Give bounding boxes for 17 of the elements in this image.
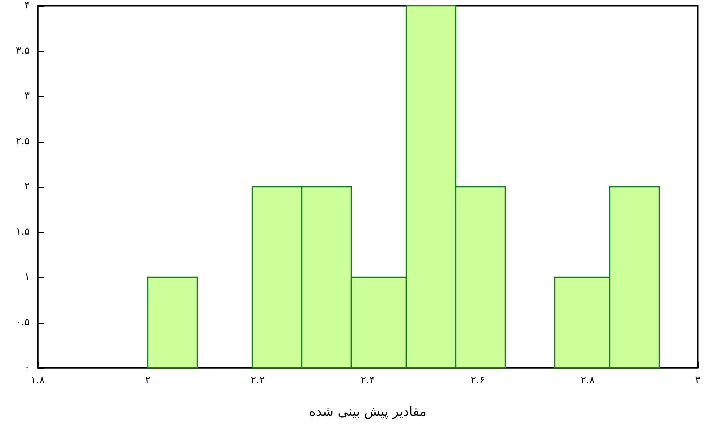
y-tick-label: ۲.۵ bbox=[16, 136, 30, 148]
y-tick-label: ۳ bbox=[24, 91, 31, 102]
y-tick-label: ۳.۵ bbox=[16, 46, 30, 57]
x-axis-title: مقادیر پیش بینی شده bbox=[309, 405, 427, 420]
x-tick-label: ۲.۸ bbox=[581, 376, 596, 386]
y-tick-label: ۱ bbox=[24, 272, 30, 283]
y-tick-label: ۲ bbox=[24, 182, 30, 192]
y-tick-label: ۰ bbox=[24, 362, 30, 374]
x-tick-label: ۲.۲ bbox=[251, 376, 265, 386]
x-tick-label: ۳ bbox=[695, 376, 702, 386]
x-tick-label: ۱.۸ bbox=[31, 376, 46, 386]
y-tick-label: ۱.۵ bbox=[16, 226, 30, 238]
x-tick-label: ۲.۴ bbox=[361, 376, 375, 386]
y-tick-label: ۴ bbox=[24, 0, 30, 12]
y-tick-label: ۰.۵ bbox=[16, 317, 30, 328]
x-tick-label: ۲ bbox=[145, 376, 151, 386]
x-tick-label: ۲.۶ bbox=[471, 376, 485, 386]
